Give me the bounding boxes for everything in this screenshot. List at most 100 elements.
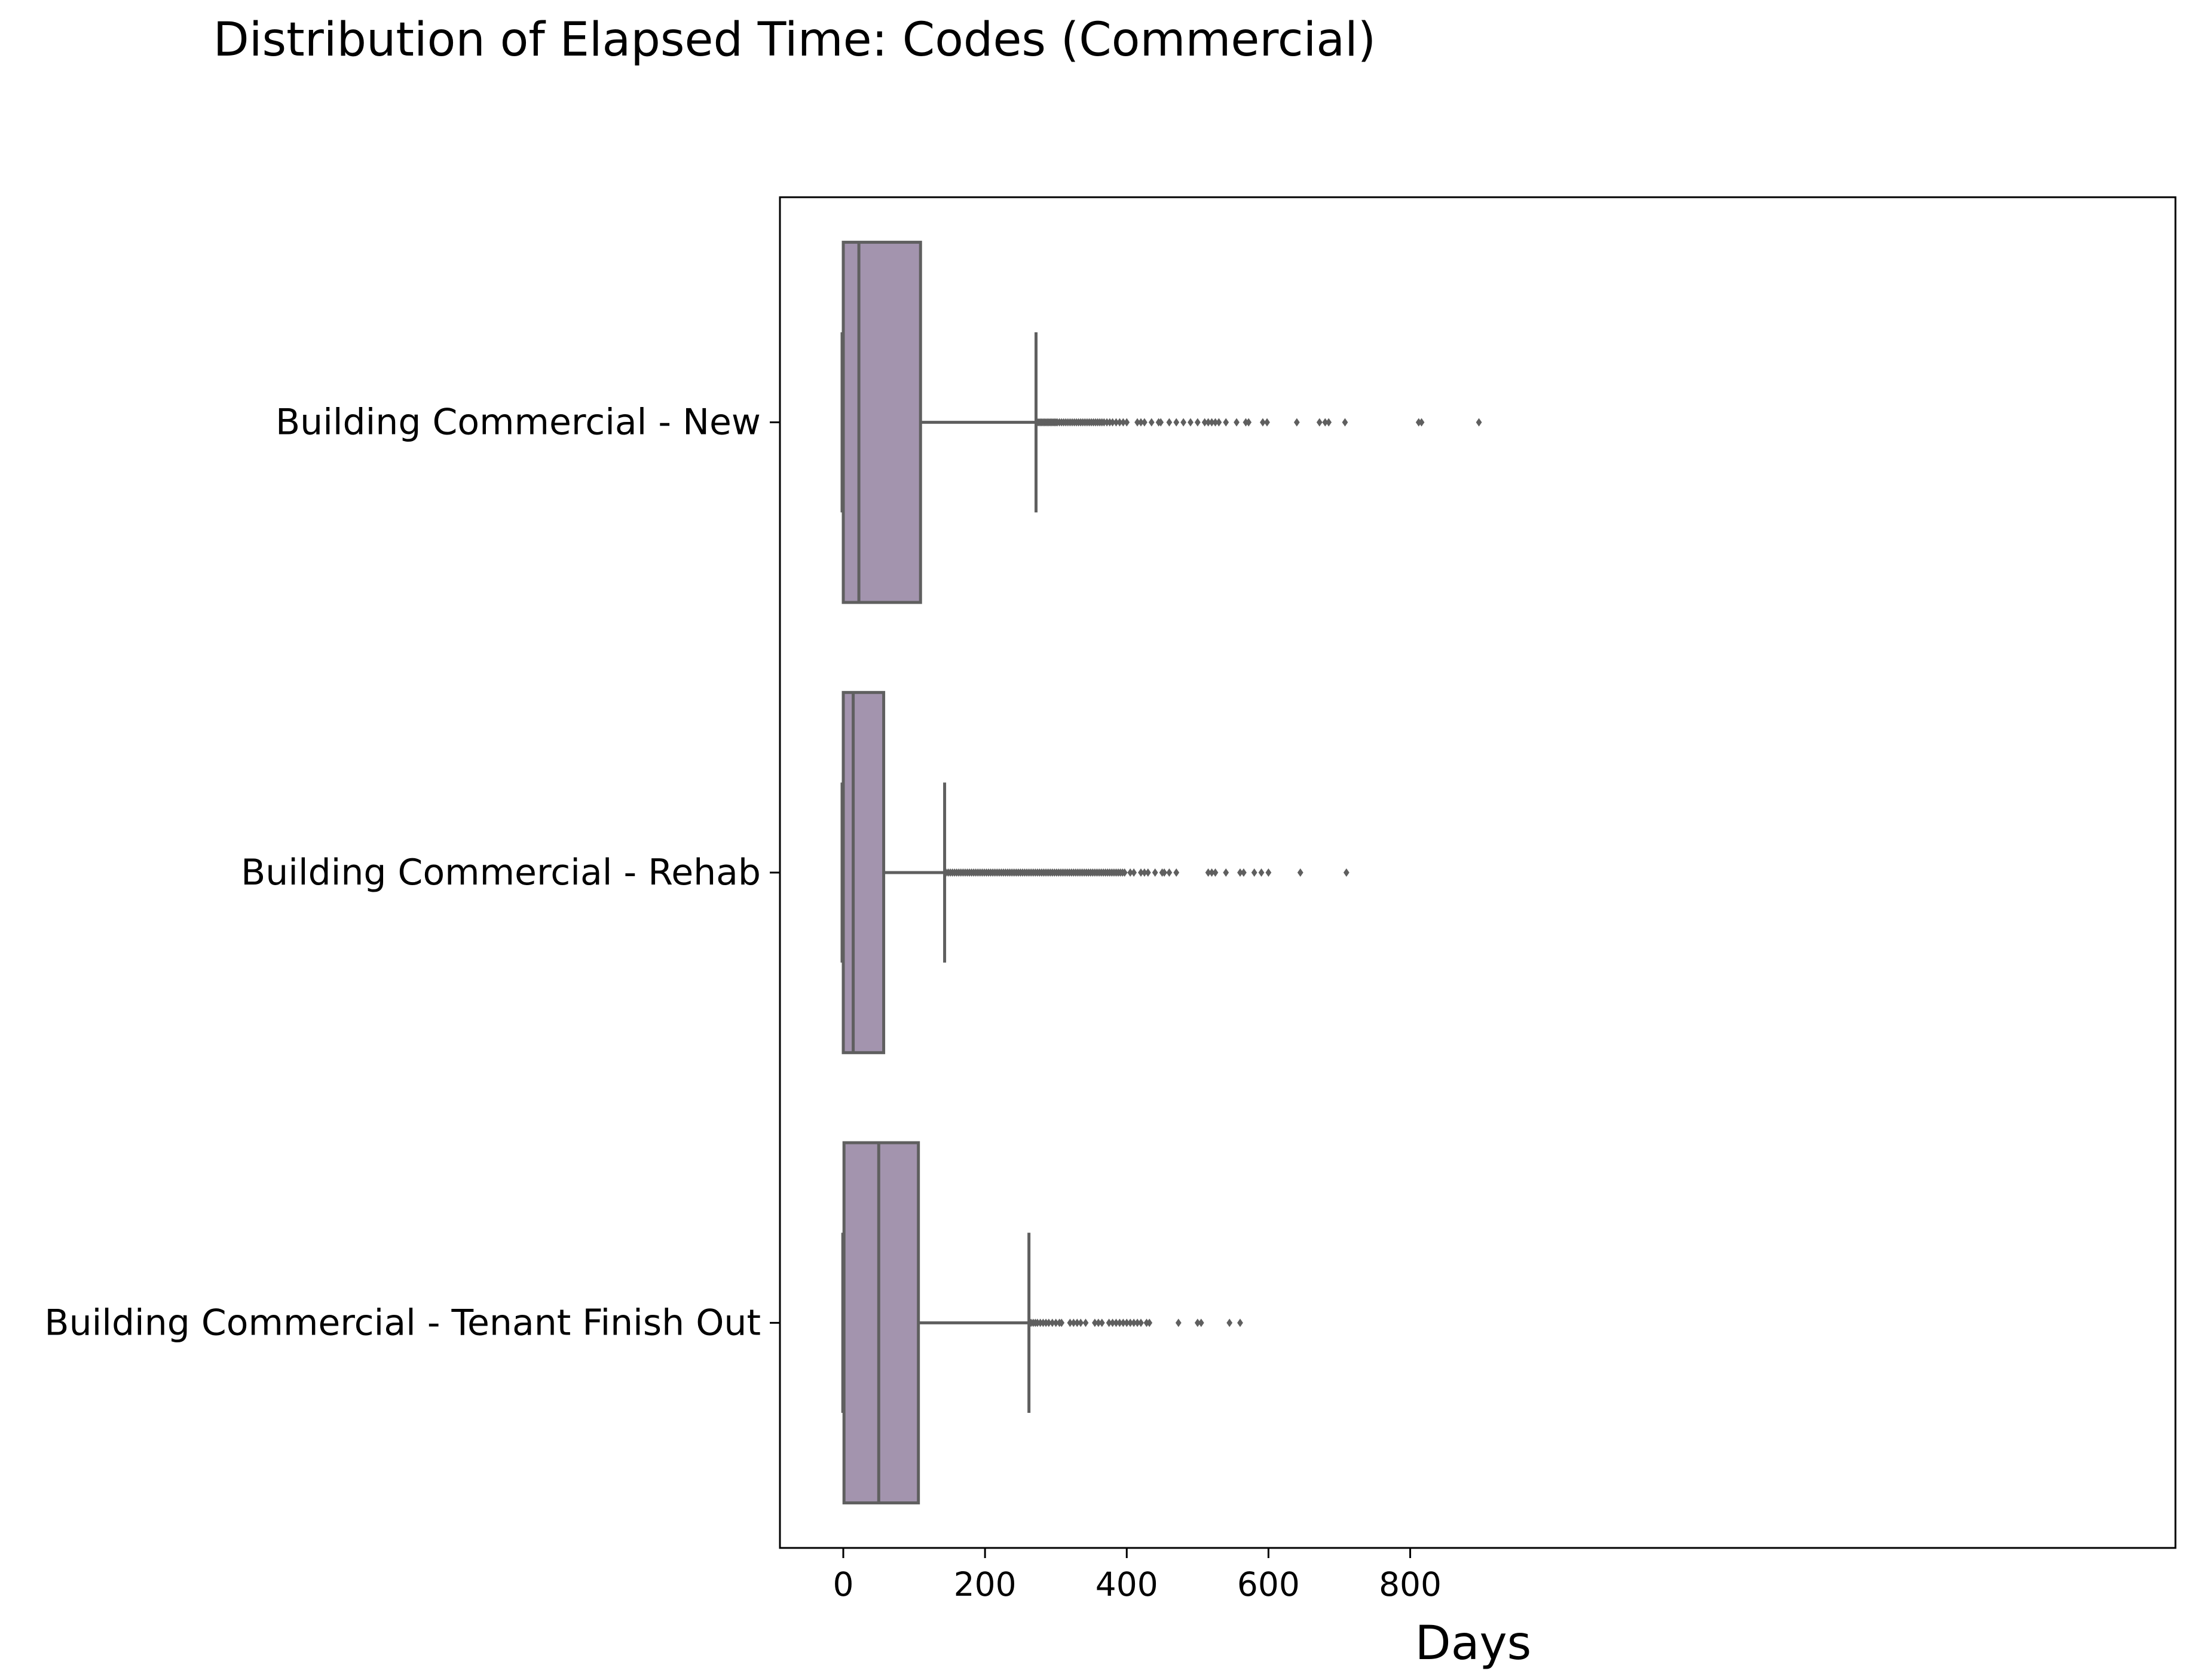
- outlier-point: [1342, 418, 1348, 427]
- outlier-point: [1082, 1318, 1089, 1327]
- y-tick-label: Building Commercial - Tenant Finish Out: [44, 1302, 761, 1344]
- outlier-point: [1106, 1318, 1112, 1327]
- x-tick-label: 800: [1379, 1565, 1442, 1604]
- box-group: [841, 1141, 1243, 1505]
- outlier-point: [1116, 1318, 1123, 1327]
- outlier-point: [1258, 868, 1265, 877]
- outlier-point: [1297, 868, 1303, 877]
- outlier-point: [1476, 418, 1482, 427]
- outlier-point: [1120, 1318, 1127, 1327]
- outlier-point: [1052, 1318, 1059, 1327]
- outlier-point: [1098, 1318, 1105, 1327]
- outlier-point: [1131, 868, 1137, 877]
- chart-title-text: Distribution of Elapsed Time: Codes (Com…: [213, 13, 1376, 67]
- outlier-point: [1120, 418, 1127, 427]
- outlier-point: [1316, 418, 1323, 427]
- outlier-point: [1124, 418, 1130, 427]
- outlier-point: [1208, 418, 1215, 427]
- outlier-point: [1194, 418, 1201, 427]
- outlier-point: [1234, 418, 1240, 427]
- outlier-point: [1124, 1318, 1130, 1327]
- outlier-point: [1127, 868, 1134, 877]
- outlier-point: [1198, 1318, 1204, 1327]
- outlier-point: [1134, 1318, 1140, 1327]
- y-tick-label: Building Commercial - Rehab: [241, 852, 761, 893]
- outlier-point: [1326, 418, 1332, 427]
- outlier-point: [1045, 1318, 1052, 1327]
- outlier-point: [1208, 868, 1215, 877]
- outlier-point: [1152, 868, 1158, 877]
- outlier-point: [1246, 418, 1252, 427]
- outlier-point: [1205, 868, 1211, 877]
- box-group: [840, 240, 1482, 604]
- boxes-layer: [840, 240, 1482, 1505]
- outlier-point: [1173, 868, 1180, 877]
- x-tick-label: 200: [954, 1565, 1017, 1604]
- outlier-point: [1223, 868, 1229, 877]
- outlier-point: [1322, 418, 1329, 427]
- y-axis: Building Commercial - New Building Commer…: [44, 402, 780, 1344]
- outlier-point: [1049, 1318, 1055, 1327]
- outlier-point: [1146, 1318, 1153, 1327]
- outlier-point: [1343, 868, 1349, 877]
- outlier-point: [1223, 418, 1229, 427]
- box-iqr: [841, 240, 922, 604]
- outlier-point: [1074, 1318, 1081, 1327]
- outlier-point: [1109, 1318, 1116, 1327]
- outlier-point: [1142, 868, 1147, 877]
- box-iqr: [842, 1141, 920, 1505]
- outlier-point: [1161, 868, 1168, 877]
- outlier-point: [1142, 418, 1147, 427]
- outlier-point: [1260, 418, 1266, 427]
- outlier-point: [1237, 868, 1243, 877]
- outlier-point: [1226, 1318, 1233, 1327]
- outlier-point: [1201, 418, 1208, 427]
- outlier-point: [1138, 418, 1144, 427]
- outlier-point: [1188, 418, 1194, 427]
- outlier-point: [1205, 418, 1211, 427]
- outlier-point: [1212, 418, 1219, 427]
- x-axis: 0 200 400 600 800: [833, 1548, 1442, 1604]
- outlier-point: [1418, 418, 1425, 427]
- chart-title: Distribution of Elapsed Time: Codes (Com…: [0, 13, 2188, 67]
- outlier-point: [1216, 418, 1222, 427]
- outlier-point: [1113, 1318, 1119, 1327]
- x-axis-label: Days: [1415, 1617, 1532, 1670]
- box-iqr: [841, 691, 886, 1054]
- outlier-point: [1175, 1318, 1182, 1327]
- outlier-point: [1180, 418, 1187, 427]
- outlier-point: [1158, 418, 1164, 427]
- outlier-point: [1078, 1318, 1084, 1327]
- outlier-point: [1058, 1318, 1065, 1327]
- outlier-point: [1265, 868, 1272, 877]
- outlier-point: [1116, 418, 1123, 427]
- x-tick-label: 0: [833, 1565, 854, 1604]
- outlier-point: [1166, 868, 1173, 877]
- outlier-point: [1127, 1318, 1134, 1327]
- outlier-point: [1241, 868, 1247, 877]
- outlier-point: [1138, 1318, 1144, 1327]
- outlier-point: [1121, 868, 1128, 877]
- outlier-point: [1092, 1318, 1098, 1327]
- outlier-point: [1131, 1318, 1137, 1327]
- y-tick-label: Building Commercial - New: [276, 402, 761, 443]
- x-tick-label: 600: [1237, 1565, 1300, 1604]
- outlier-point: [1237, 1318, 1243, 1327]
- outlier-point: [1173, 418, 1180, 427]
- outlier-point: [1109, 418, 1116, 427]
- outlier-point: [1212, 868, 1219, 877]
- outlier-point: [1067, 1318, 1073, 1327]
- outlier-point: [1070, 1318, 1077, 1327]
- outlier-point: [1145, 868, 1151, 877]
- outlier-point: [1113, 418, 1119, 427]
- outlier-point: [1166, 418, 1173, 427]
- box-group: [840, 691, 1349, 1054]
- outlier-point: [1138, 868, 1144, 877]
- outlier-point: [1264, 418, 1270, 427]
- outlier-point: [1251, 868, 1257, 877]
- outlier-point: [1148, 418, 1155, 427]
- outlier-point: [1194, 1318, 1201, 1327]
- x-tick-label: 400: [1095, 1565, 1158, 1604]
- outlier-point: [1293, 418, 1300, 427]
